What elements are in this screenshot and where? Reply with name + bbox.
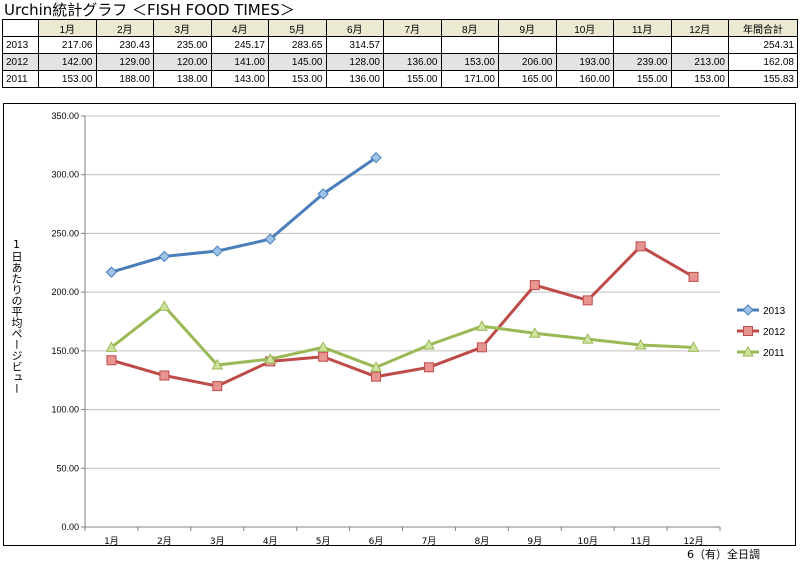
legend-label: 2011 — [763, 348, 785, 359]
data-point-2011 — [634, 338, 647, 350]
table-cell: 193.00 — [555, 53, 614, 71]
y-axis-label: 1日あたりの平均ページビュー — [10, 238, 23, 394]
y-tick-label: 250.00 — [51, 228, 79, 238]
data-point-2011 — [317, 341, 329, 352]
table-cell: 136.00 — [383, 53, 442, 71]
data-point-2012 — [688, 271, 699, 282]
data-point-2011 — [581, 333, 594, 344]
data-point-2012 — [318, 351, 329, 362]
data-point-2011 — [687, 341, 700, 352]
x-tick-label: 4月 — [263, 536, 278, 547]
table-cell: 141.00 — [210, 53, 269, 71]
x-tick-label: 6月 — [369, 536, 384, 547]
data-point-2013 — [370, 151, 382, 164]
page-title: Urchin統計グラフ ＜FISH FOOD TIMES＞ — [4, 1, 295, 19]
series-line-2013 — [111, 156, 377, 274]
series-line-2012 — [111, 244, 695, 388]
data-point-2011 — [370, 361, 382, 372]
table-cell: 239.00 — [613, 53, 672, 71]
data-point-2013 — [211, 245, 223, 257]
table-month-header: 9月 — [498, 19, 557, 37]
x-tick-label: 11月 — [630, 536, 650, 547]
table-total-cell: 155.83 — [728, 70, 798, 88]
data-point-2012 — [476, 342, 487, 353]
data-point-2011 — [476, 320, 488, 331]
table-header-row: 1月 2月 3月 4月 5月 6月 7月 8月 9月 10月 11月 12月 年間合計 — [2, 19, 798, 37]
data-point-2011 — [264, 353, 277, 364]
table-month-header: 8月 — [440, 19, 499, 37]
x-tick-label: 1月 — [104, 536, 119, 547]
data-point-2013 — [317, 188, 329, 200]
data-point-2013 — [158, 250, 171, 263]
x-tick-label: 2月 — [157, 536, 172, 547]
legend-marker — [742, 345, 754, 357]
y-tick-label: 200.00 — [51, 287, 79, 297]
y-tick-label: 350.00 — [51, 111, 79, 121]
table-row-year: 2013 — [2, 36, 39, 54]
data-point-2011 — [105, 341, 118, 352]
table-month-header: 4月 — [210, 19, 269, 37]
table-row-year: 2011 — [2, 70, 39, 88]
table-corner-cell — [2, 19, 39, 37]
data-point-2012 — [106, 355, 117, 366]
x-tick-label: 5月 — [316, 536, 331, 547]
table-row: 2012 142.00 129.00 120.00 141.00 145.00 128.00… — [2, 53, 798, 71]
data-point-2012 — [423, 362, 434, 373]
legend-label: 2012 — [763, 327, 786, 338]
x-tick-label: 7月 — [422, 536, 437, 547]
data-point-2011 — [528, 327, 541, 338]
table-cell: 188.00 — [95, 70, 154, 88]
series-line-2011 — [110, 304, 694, 369]
data-point-2011 — [423, 338, 435, 350]
y-tick-label: 150.00 — [51, 346, 79, 356]
table-row-year: 2012 — [2, 53, 39, 71]
x-tick-label: 9月 — [527, 536, 542, 547]
y-tick-label: 100.00 — [51, 405, 79, 415]
data-point-2012 — [212, 381, 223, 392]
table-cell: 120.00 — [153, 53, 212, 71]
table-row: 2011 153.00 188.00 138.00 143.00 153.00 136.00… — [2, 70, 798, 88]
table-cell: 129.00 — [95, 53, 154, 71]
x-tick-label: 3月 — [210, 536, 225, 547]
data-point-2012 — [582, 295, 593, 306]
y-tick-label: 50.00 — [56, 463, 79, 473]
table-month-header: 1月 — [38, 19, 97, 37]
data-point-2013 — [264, 233, 276, 245]
footer-note: 6（有）全日調 — [687, 548, 760, 561]
table-month-header: 3月 — [153, 19, 212, 37]
table-cell: 142.00 — [38, 53, 97, 71]
y-tick-label: 300.00 — [51, 170, 79, 180]
data-point-2011 — [158, 300, 171, 311]
data-table: 1月 2月 3月 4月 5月 6月 7月 8月 9月 10月 11月 12月 年間合計 2013 217.… — [2, 19, 798, 88]
legend-marker — [743, 326, 753, 336]
data-point-2011 — [211, 358, 224, 370]
x-tick-label: 12月 — [683, 536, 703, 547]
data-point-2012 — [371, 371, 382, 382]
table-month-header: 6月 — [325, 19, 384, 37]
table-month-header: 11月 — [613, 19, 672, 37]
chart-frame — [3, 103, 796, 546]
x-tick-label: 10月 — [577, 536, 597, 547]
table-cell: 155.00 — [383, 70, 442, 88]
table-cell: 153.00 — [440, 53, 499, 71]
y-tick-label: 0.00 — [61, 522, 79, 532]
data-point-2013 — [105, 266, 118, 278]
x-tick-label: 8月 — [475, 536, 490, 547]
data-point-2012 — [635, 241, 646, 252]
data-point-2012 — [529, 280, 540, 291]
table-cell: 143.00 — [210, 70, 269, 88]
data-point-2012 — [159, 370, 170, 381]
legend-label: 2013 — [763, 306, 786, 317]
legend-marker — [742, 304, 754, 316]
table-cell: 128.00 — [325, 53, 384, 71]
